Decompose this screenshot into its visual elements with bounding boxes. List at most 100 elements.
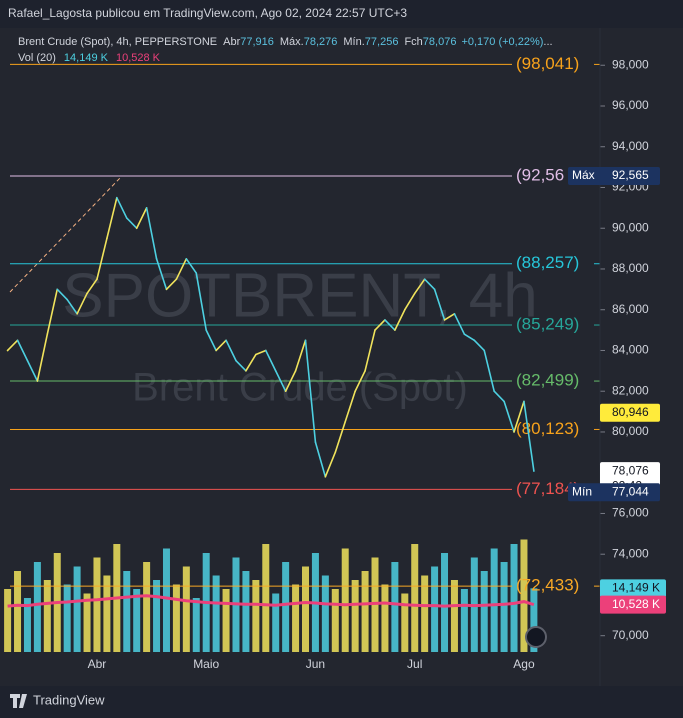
price-segment	[354, 370, 366, 393]
volume-bar	[401, 593, 409, 652]
x-tick-label: Ago	[513, 657, 535, 671]
price-segment	[36, 333, 49, 382]
y-tick-label: 70,000	[612, 628, 649, 642]
volume-bar	[63, 584, 71, 652]
volume-bar	[391, 562, 399, 652]
volume-bar	[500, 562, 508, 652]
price-segment	[433, 288, 446, 321]
price-segment	[215, 339, 227, 352]
price-segment	[195, 272, 207, 331]
volume-bar	[192, 598, 200, 652]
level-label: (77,184)	[516, 479, 579, 498]
price-segment	[6, 339, 19, 352]
price-segment	[76, 292, 88, 315]
volume-bar	[431, 566, 439, 652]
y-tick-label: 86,000	[612, 302, 649, 316]
y-tick-label: 98,000	[612, 57, 649, 71]
volume-bar	[272, 593, 280, 652]
price-segment	[66, 298, 78, 315]
volume-badge-label: 10,528 K	[612, 597, 660, 611]
price-badge	[568, 166, 660, 185]
badge-label: 78,076	[612, 463, 649, 477]
price-segment	[185, 257, 198, 274]
volume-bar	[4, 589, 12, 652]
volume-bar	[530, 588, 538, 652]
price-segment	[324, 451, 337, 478]
volume-bar	[43, 580, 51, 652]
volume-bar	[212, 575, 220, 652]
trend-line	[9, 177, 121, 293]
price-segment	[255, 349, 267, 356]
price-segment	[125, 217, 138, 230]
price-segment	[155, 257, 168, 291]
volume-badge-label: 14,149 K	[612, 581, 660, 595]
price-segment	[413, 278, 426, 295]
logo	[10, 694, 27, 708]
volume-bar	[252, 580, 260, 652]
price-segment	[523, 400, 535, 472]
price-segment	[86, 278, 98, 295]
volume-bar	[361, 571, 369, 652]
volume-bar	[153, 580, 161, 652]
price-segment	[403, 292, 416, 311]
badge-label: 77,044	[612, 484, 649, 498]
watermark-name: Brent Crude (Spot)	[132, 366, 468, 410]
volume-bar	[520, 539, 528, 652]
price-segment	[264, 349, 277, 372]
level-label: (98,041)	[516, 54, 579, 73]
plot: 98,00096,00094,00092,00090,00088,00086,0…	[4, 28, 666, 686]
chart-pane	[0, 28, 683, 686]
volume-bar	[441, 553, 449, 652]
x-tick-label: Jul	[407, 657, 422, 671]
volume-bar	[23, 598, 31, 652]
level-label: (88,257)	[516, 253, 579, 272]
y-tick-label: 80,000	[612, 424, 649, 438]
volume-bar	[162, 548, 170, 652]
price-segment	[225, 339, 237, 362]
price-segment	[344, 390, 356, 423]
badge-label: 80,946	[612, 405, 649, 419]
y-tick-label: 76,000	[612, 506, 649, 520]
price-segment	[245, 353, 257, 372]
badge-label: 92,565	[612, 168, 649, 182]
volume-bar	[14, 571, 22, 652]
price-segment	[364, 329, 376, 372]
volume-bar	[262, 544, 270, 652]
level-label: (92,56	[516, 165, 564, 184]
volume-bar	[182, 566, 190, 652]
price-segment	[145, 207, 158, 260]
price-segment	[165, 278, 178, 291]
volume-bar	[143, 562, 151, 652]
live-dot	[525, 626, 547, 648]
price-segment	[473, 339, 486, 352]
volume-bar	[321, 575, 329, 652]
price-badge	[600, 403, 660, 422]
price-segment	[205, 329, 217, 352]
price-segment	[423, 278, 436, 291]
volume-bar	[222, 589, 230, 652]
price-segment	[384, 319, 396, 331]
legend-symbol: Brent Crude (Spot), 4h, PEPPERSTONE Abr77…	[18, 36, 553, 48]
price-segment	[483, 349, 495, 393]
price-segment	[26, 359, 39, 382]
volume-bar	[282, 562, 290, 652]
volume-bar	[351, 580, 359, 652]
price-segment	[463, 333, 476, 342]
price-segment	[493, 390, 505, 403]
volume-bar	[133, 589, 141, 652]
volume-bar	[510, 544, 518, 652]
price-segment	[106, 196, 118, 240]
volume-bar	[93, 557, 101, 652]
volume-bar	[302, 566, 309, 652]
price-segment	[513, 400, 525, 433]
price-segment	[116, 196, 128, 219]
x-tick-label: Maio	[193, 657, 219, 671]
volume-bar	[480, 571, 488, 652]
legend-volume: Vol (20) 14,149 K 10,528 K	[18, 52, 161, 64]
price-segment	[274, 370, 287, 393]
volume-bar	[83, 593, 91, 652]
price-segment	[394, 308, 406, 331]
volume-bar	[490, 548, 498, 652]
volume-bar	[292, 584, 300, 652]
